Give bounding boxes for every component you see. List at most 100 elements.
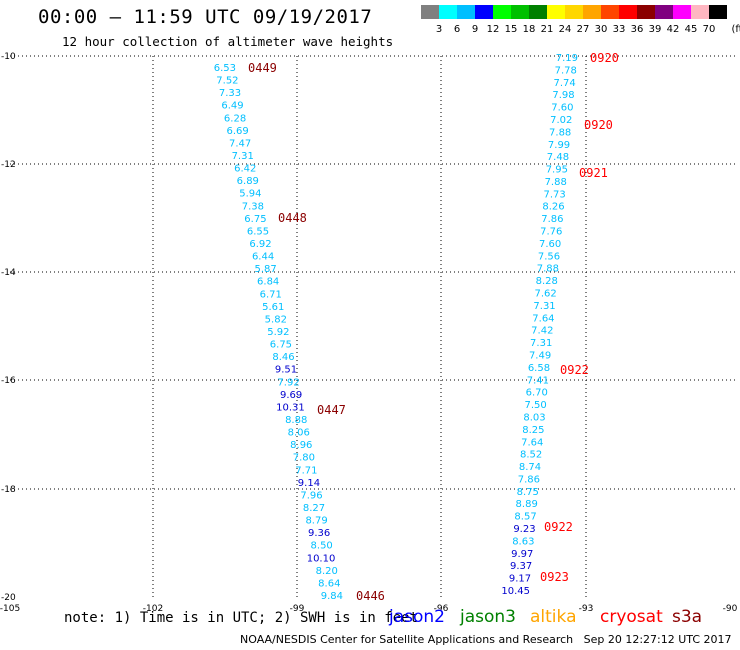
time-label: 0922 [560,363,589,377]
wave-height-value: 7.31 [232,151,254,162]
wave-height-value: 7.74 [554,78,576,89]
wave-height-value: 8.46 [272,352,294,363]
lon-label: -96 [434,604,449,614]
credit-line: NOAA/NESDIS Center for Satellite Applica… [240,633,732,646]
wave-height-value: 6.53 [214,63,236,74]
wave-height-value: 7.38 [242,201,264,212]
wave-height-value: 6.69 [226,126,248,137]
scale-label: 39 [648,24,662,35]
lon-label: -99 [290,604,305,614]
wave-height-value: 7.47 [229,138,251,149]
scale-label: 70 [702,24,716,35]
lon-label: -93 [579,604,594,614]
satellite-cryosat: cryosat [600,607,663,627]
wave-height-value: 5.61 [262,302,284,313]
wave-height-value: 7.48 [547,152,569,163]
scale-swatch [691,5,709,19]
scale-swatch [619,5,637,19]
wave-height-value: 8.03 [523,412,545,423]
wave-height-value: 7.76 [540,227,562,238]
wave-height-value: 6.58 [528,363,550,374]
lat-label: -18 [1,485,16,495]
wave-height-value: 9.51 [275,365,297,376]
wave-height-value: 7.99 [548,140,570,151]
wave-height-value: 7.33 [219,88,241,99]
satellite-jason3: jason3 [460,607,516,627]
wave-height-value: 8.27 [303,503,325,514]
lat-label: -16 [1,376,16,386]
wave-height-value: 6.55 [247,226,269,237]
scale-swatch [709,5,727,19]
wave-height-value: 7.88 [549,127,571,138]
map-subtitle: 12 hour collection of altimeter wave hei… [62,34,394,49]
wave-height-value: 8.57 [514,512,536,523]
time-label: 0921 [579,166,608,180]
wave-height-value: 7.96 [300,490,322,501]
scale-label: 12 [486,24,500,35]
wave-height-value: 8.63 [512,536,534,547]
scale-label: 42 [666,24,680,35]
wave-height-value: 8.79 [305,516,327,527]
wave-height-value: 6.89 [237,176,259,187]
wave-height-value: 9.23 [513,524,535,535]
scale-label: 27 [576,24,590,35]
time-label: 0446 [356,589,385,603]
wave-height-value: 6.42 [234,164,256,175]
wave-height-value: 7.86 [541,214,563,225]
wave-height-value: 9.14 [298,478,320,489]
scale-swatch [655,5,673,19]
wave-height-value: 8.50 [311,541,333,552]
scale-label: 30 [594,24,608,35]
time-label: 0449 [248,61,277,75]
wave-height-value: 6.49 [221,101,243,112]
scale-swatch [565,5,583,19]
time-label: 0920 [590,51,619,65]
wave-height-value: 9.69 [280,390,302,401]
wave-height-value: 7.73 [543,189,565,200]
wave-height-value: 8.89 [516,499,538,510]
wave-height-value: 7.02 [550,115,572,126]
scale-swatch [583,5,601,19]
wave-height-value: 7.52 [216,76,238,87]
wave-height-value: 10.31 [276,402,305,413]
scale-label: 15 [504,24,518,35]
wave-height-value: 7.80 [293,453,315,464]
lat-label: -20 [1,593,16,603]
scale-swatch [673,5,691,19]
wave-height-value: 8.64 [318,578,340,589]
wave-height-value: 6.70 [526,388,548,399]
wave-height-value: 9.17 [509,574,531,585]
scale-label: 36 [630,24,644,35]
scale-label: 6 [453,24,461,35]
map-title: 00:00 – 11:59 UTC 09/19/2017 [38,6,373,28]
wave-height-value: 7.92 [277,377,299,388]
scale-swatch [421,5,439,19]
wave-height-value: 7.60 [539,239,561,250]
wave-height-value: 7.31 [530,338,552,349]
lon-label: -102 [143,604,163,614]
scale-swatch [439,5,457,19]
scale-swatch [511,5,529,19]
wave-height-value: 7.78 [555,65,577,76]
wave-height-value: 7.64 [532,313,554,324]
wave-height-value: 7.62 [535,289,557,300]
scale-label: 3 [435,24,443,35]
wave-height-value: 7.88 [537,264,559,275]
lat-label: -10 [1,52,16,62]
wave-height-value: 9.84 [321,591,343,602]
time-label: 0447 [317,403,346,417]
units-note: note: 1) Time is in UTC; 2) SWH is in fe… [64,610,419,626]
wave-height-value: 8.26 [542,202,564,213]
wave-height-value: 5.94 [239,189,261,200]
scale-swatch [601,5,619,19]
wave-height-value: 10.10 [307,553,336,564]
wave-height-value: 6.75 [270,340,292,351]
time-label: 0922 [544,520,573,534]
scale-swatch [529,5,547,19]
wave-height-value: 8.06 [288,428,310,439]
wave-height-value: 8.96 [290,440,312,451]
wave-height-value: 6.92 [249,239,271,250]
scale-swatch [637,5,655,19]
wave-height-value: 7.50 [524,400,546,411]
